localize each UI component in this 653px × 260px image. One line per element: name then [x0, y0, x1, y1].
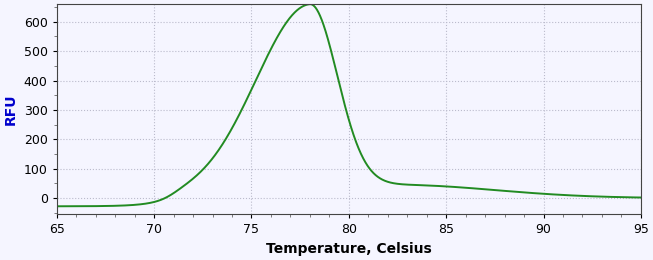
X-axis label: Temperature, Celsius: Temperature, Celsius	[266, 242, 432, 256]
Y-axis label: RFU: RFU	[4, 93, 18, 125]
